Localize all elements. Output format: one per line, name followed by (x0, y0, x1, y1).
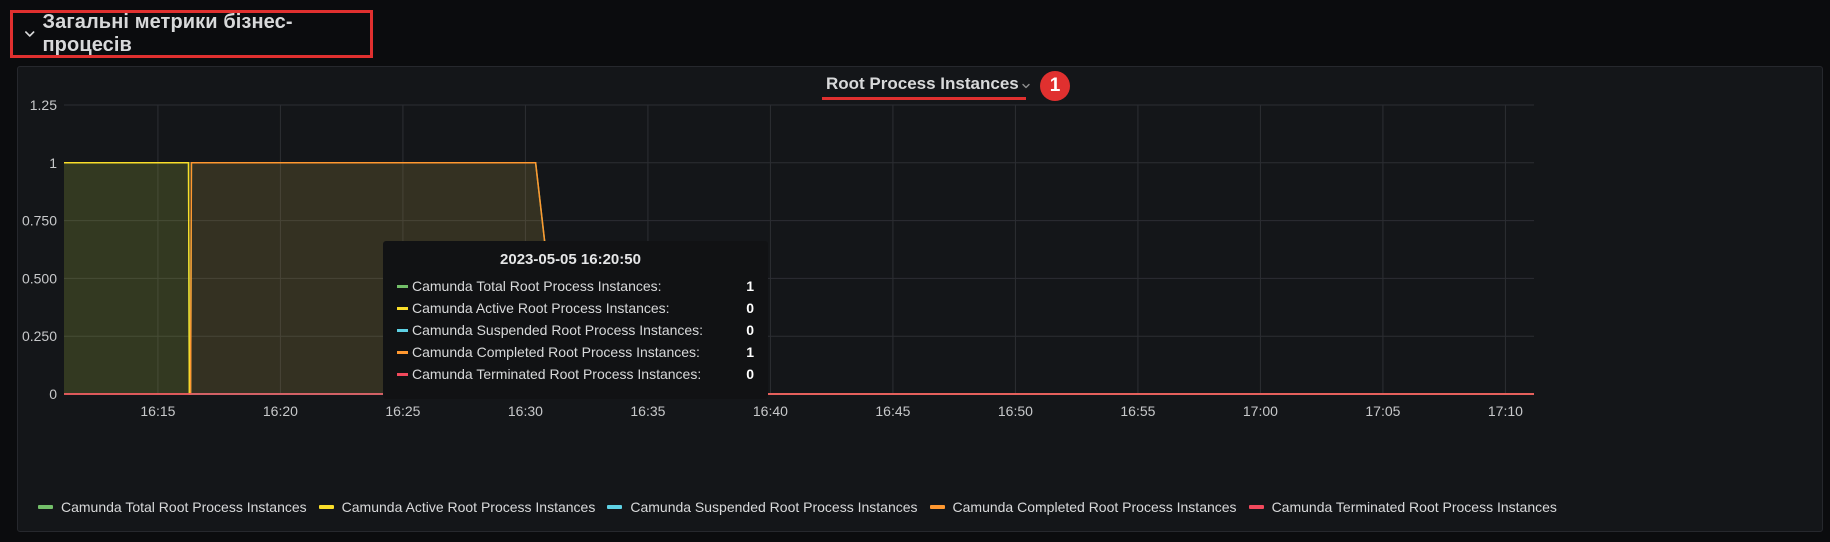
legend-item[interactable]: Camunda Terminated Root Process Instance… (1248, 499, 1557, 515)
x-tick-label: 16:45 (875, 403, 910, 419)
y-tick-label: 1.25 (30, 97, 57, 113)
x-tick-label: 16:35 (630, 403, 665, 419)
y-tick-label: 0.250 (22, 328, 57, 344)
row-header-toggle[interactable]: Загальні метрики бізнес-процесів (10, 10, 373, 58)
tooltip-series-value: 0 (746, 322, 754, 338)
tooltip-row: Camunda Completed Root Process Instances… (397, 341, 754, 363)
tooltip-series-value: 1 (746, 278, 754, 294)
x-tick-label: 16:25 (385, 403, 420, 419)
tooltip-series-name: Camunda Total Root Process Instances: (412, 278, 662, 294)
annotation-underline (822, 97, 1026, 100)
chart-legend: Camunda Total Root Process Instances Camu… (38, 497, 1569, 517)
x-tick-label: 16:55 (1120, 403, 1155, 419)
series-swatch-icon (397, 328, 408, 332)
row-title: Загальні метрики бізнес-процесів (42, 11, 293, 56)
x-tick-label: 17:00 (1243, 403, 1278, 419)
y-tick-label: 0 (49, 386, 57, 402)
legend-item[interactable]: Camunda Total Root Process Instances (38, 499, 307, 515)
legend-item[interactable]: Camunda Suspended Root Process Instances (607, 499, 918, 515)
y-tick-label: 0.500 (22, 270, 57, 286)
legend-swatch-icon (929, 505, 945, 509)
tooltip-series-value: 0 (746, 300, 754, 316)
legend-swatch-icon (607, 505, 623, 509)
x-tick-label: 17:10 (1488, 403, 1523, 419)
legend-item[interactable]: Camunda Active Root Process Instances (318, 499, 596, 515)
x-tick-label: 16:30 (508, 403, 543, 419)
legend-label: Camunda Total Root Process Instances (61, 499, 307, 515)
chevron-down-icon (25, 31, 35, 37)
hover-tooltip: 2023-05-05 16:20:50 Camunda Total Root P… (383, 241, 768, 399)
time-series-chart[interactable]: 0 0.250 0.500 0.750 1 1.25 16:15 16:20 16:25 16:3… (18, 67, 1824, 533)
tooltip-series-name: Camunda Active Root Process Instances: (412, 300, 670, 316)
panel-title[interactable]: Root Process Instances (826, 74, 1019, 93)
x-tick-label: 16:15 (140, 403, 175, 419)
x-tick-label: 16:50 (998, 403, 1033, 419)
tooltip-row: Camunda Suspended Root Process Instances… (397, 319, 754, 341)
tooltip-row: Camunda Total Root Process Instances: 1 (397, 275, 754, 297)
x-tick-label: 17:05 (1365, 403, 1400, 419)
tooltip-series-value: 1 (746, 344, 754, 360)
graph-panel: Root Process Instances 1 0 0.250 0.500 0.75… (17, 66, 1823, 532)
x-tick-label: 16:40 (753, 403, 788, 419)
legend-label: Camunda Active Root Process Instances (341, 499, 596, 515)
tooltip-series-name: Camunda Completed Root Process Instances… (412, 344, 700, 360)
x-tick-label: 16:20 (263, 403, 298, 419)
y-tick-label: 0.750 (22, 213, 57, 229)
y-tick-label: 1 (49, 155, 57, 171)
legend-label: Camunda Completed Root Process Instances (952, 499, 1237, 515)
series-swatch-icon (397, 284, 408, 288)
series-swatch-icon (397, 372, 408, 376)
legend-swatch-icon (38, 505, 53, 509)
tooltip-row: Camunda Terminated Root Process Instance… (397, 363, 754, 385)
tooltip-series-name: Camunda Terminated Root Process Instance… (412, 366, 702, 382)
legend-swatch-icon (1248, 505, 1264, 509)
legend-swatch-icon (318, 505, 334, 509)
tooltip-series-value: 0 (746, 366, 754, 382)
tooltip-row: Camunda Active Root Process Instances: 0 (397, 297, 754, 319)
series-swatch-icon (397, 350, 408, 354)
series-swatch-icon (397, 306, 408, 310)
panel-header: Root Process Instances 1 (18, 67, 1822, 107)
legend-label: Camunda Terminated Root Process Instance… (1271, 499, 1557, 515)
annotation-badge: 1 (1040, 71, 1070, 101)
legend-item[interactable]: Camunda Completed Root Process Instances (929, 499, 1237, 515)
tooltip-series-name: Camunda Suspended Root Process Instances… (412, 322, 704, 338)
chevron-down-icon[interactable] (1021, 81, 1031, 91)
legend-label: Camunda Suspended Root Process Instances (630, 499, 918, 515)
tooltip-time: 2023-05-05 16:20:50 (500, 251, 641, 268)
